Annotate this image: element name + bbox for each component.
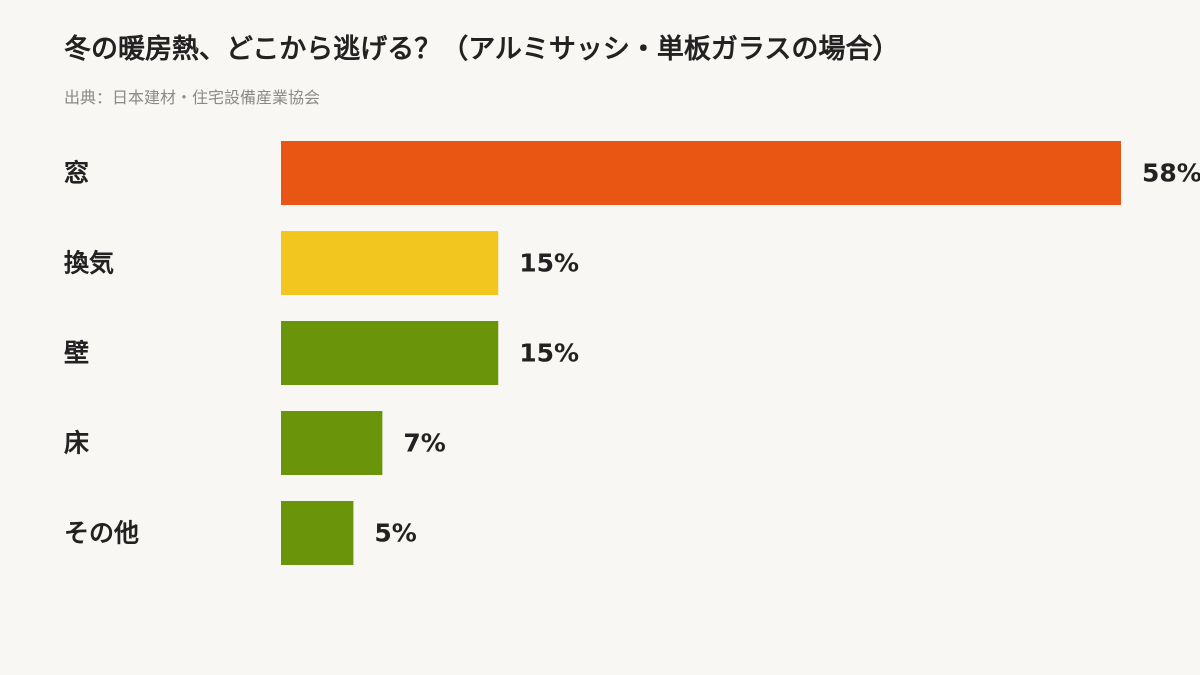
value-label: 5%: [374, 519, 416, 548]
category-label: 換気: [64, 249, 114, 278]
chart-source: 出典：日本建材・住宅設備産業協会: [64, 88, 321, 107]
bar: [281, 411, 383, 475]
value-label: 7%: [403, 429, 445, 458]
bar: [281, 321, 499, 385]
value-label: 58%: [1142, 159, 1200, 188]
value-label: 15%: [519, 249, 579, 278]
bar: [281, 141, 1121, 205]
category-label: 床: [64, 429, 89, 458]
bar: [281, 501, 354, 565]
category-label: その他: [64, 519, 139, 548]
bar: [281, 231, 499, 295]
value-label: 15%: [519, 339, 579, 368]
category-label: 壁: [64, 339, 89, 368]
category-label: 窓: [64, 159, 89, 188]
chart-title: 冬の暖房熱、どこから逃げる？（アルミサッシ・単板ガラスの場合）: [64, 34, 900, 65]
